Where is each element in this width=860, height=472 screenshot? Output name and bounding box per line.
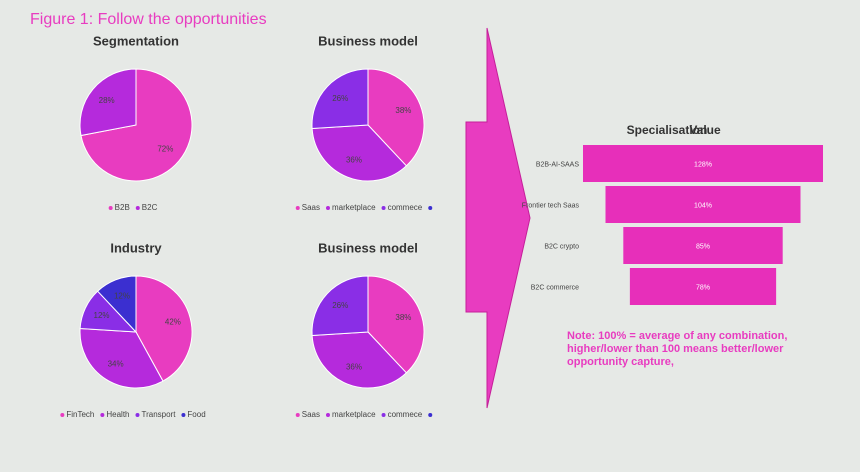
- legend-marker: [325, 413, 330, 417]
- legend-label: Saas: [302, 410, 320, 419]
- legend-marker: [428, 413, 433, 417]
- value-label: 104%: [694, 202, 712, 209]
- chart-title: Business model: [318, 33, 418, 48]
- value-label: 34%: [108, 359, 124, 368]
- pie-slice: [311, 68, 369, 130]
- funnel-bar: [629, 268, 777, 305]
- funnel-bar: [605, 186, 801, 223]
- legend-label: commece: [388, 410, 423, 419]
- legend-marker: [325, 206, 330, 210]
- note-line: opportunity capture,: [567, 356, 674, 368]
- value-label: 26%: [332, 301, 348, 310]
- funnel-bar: [583, 145, 823, 182]
- pie-slice: [96, 275, 137, 334]
- value-label: 12%: [94, 311, 110, 320]
- legend-label: marketplace: [332, 203, 376, 212]
- legend-label: Food: [187, 410, 205, 419]
- legend-label: FinTech: [66, 410, 94, 419]
- category-label: B2C commerce: [531, 284, 579, 291]
- value-label: 85%: [696, 243, 710, 250]
- value-label: 128%: [694, 161, 712, 168]
- chart-title: Segmentation: [93, 33, 179, 48]
- value-label: 36%: [346, 156, 362, 165]
- legend-marker: [295, 413, 300, 417]
- arrow: [465, 27, 531, 409]
- legend-label: B2C: [142, 203, 158, 212]
- chart-title: Specialisation: [627, 123, 708, 137]
- legend-label: Saas: [302, 203, 320, 212]
- value-label: 36%: [346, 363, 362, 372]
- legend-label: commece: [388, 203, 423, 212]
- value-label: 78%: [696, 284, 710, 291]
- legend-marker: [181, 413, 186, 417]
- pie-slice: [79, 68, 137, 137]
- category-label: B2B-AI-SAAS: [536, 161, 580, 168]
- legend-marker: [381, 206, 386, 210]
- figure-title: Figure 1: Follow the opportunities: [30, 11, 267, 28]
- legend-marker: [295, 206, 300, 210]
- legend-marker: [428, 206, 433, 210]
- legend-label: Transport: [141, 410, 176, 419]
- pie-slice: [79, 327, 164, 389]
- legend-marker: [135, 206, 140, 210]
- value-label: 42%: [165, 318, 181, 327]
- funnel-bar: [623, 227, 783, 264]
- legend-marker: [108, 206, 113, 210]
- pie-slice: [311, 124, 408, 182]
- pie-slice: [311, 275, 369, 337]
- chart-subtitle: Value: [689, 123, 721, 137]
- pie-slice: [311, 331, 408, 389]
- chart-title: Business model: [318, 240, 418, 255]
- value-label: 12%: [114, 292, 130, 301]
- legend-marker: [135, 413, 140, 417]
- value-label: 72%: [157, 144, 173, 153]
- note-line: higher/lower than 100 means better/lower: [567, 343, 784, 355]
- value-label: 38%: [395, 313, 411, 322]
- pie-slice: [367, 68, 425, 167]
- legend-marker: [100, 413, 105, 417]
- value-label: 28%: [99, 96, 115, 105]
- legend-label: marketplace: [332, 410, 376, 419]
- legend-marker: [60, 413, 65, 417]
- chart-title: Industry: [110, 240, 162, 255]
- value-label: 38%: [395, 106, 411, 115]
- category-label: Frontier tech Saas: [522, 202, 580, 209]
- note-line: Note: 100% = average of any combination,: [567, 330, 787, 342]
- category-label: B2C crypto: [544, 243, 579, 250]
- value-label: 26%: [332, 94, 348, 103]
- legend-label: Health: [106, 410, 129, 419]
- pie-slice: [135, 275, 193, 382]
- legend-marker: [381, 413, 386, 417]
- pie-slice: [367, 275, 425, 374]
- legend-label: B2B: [115, 203, 130, 212]
